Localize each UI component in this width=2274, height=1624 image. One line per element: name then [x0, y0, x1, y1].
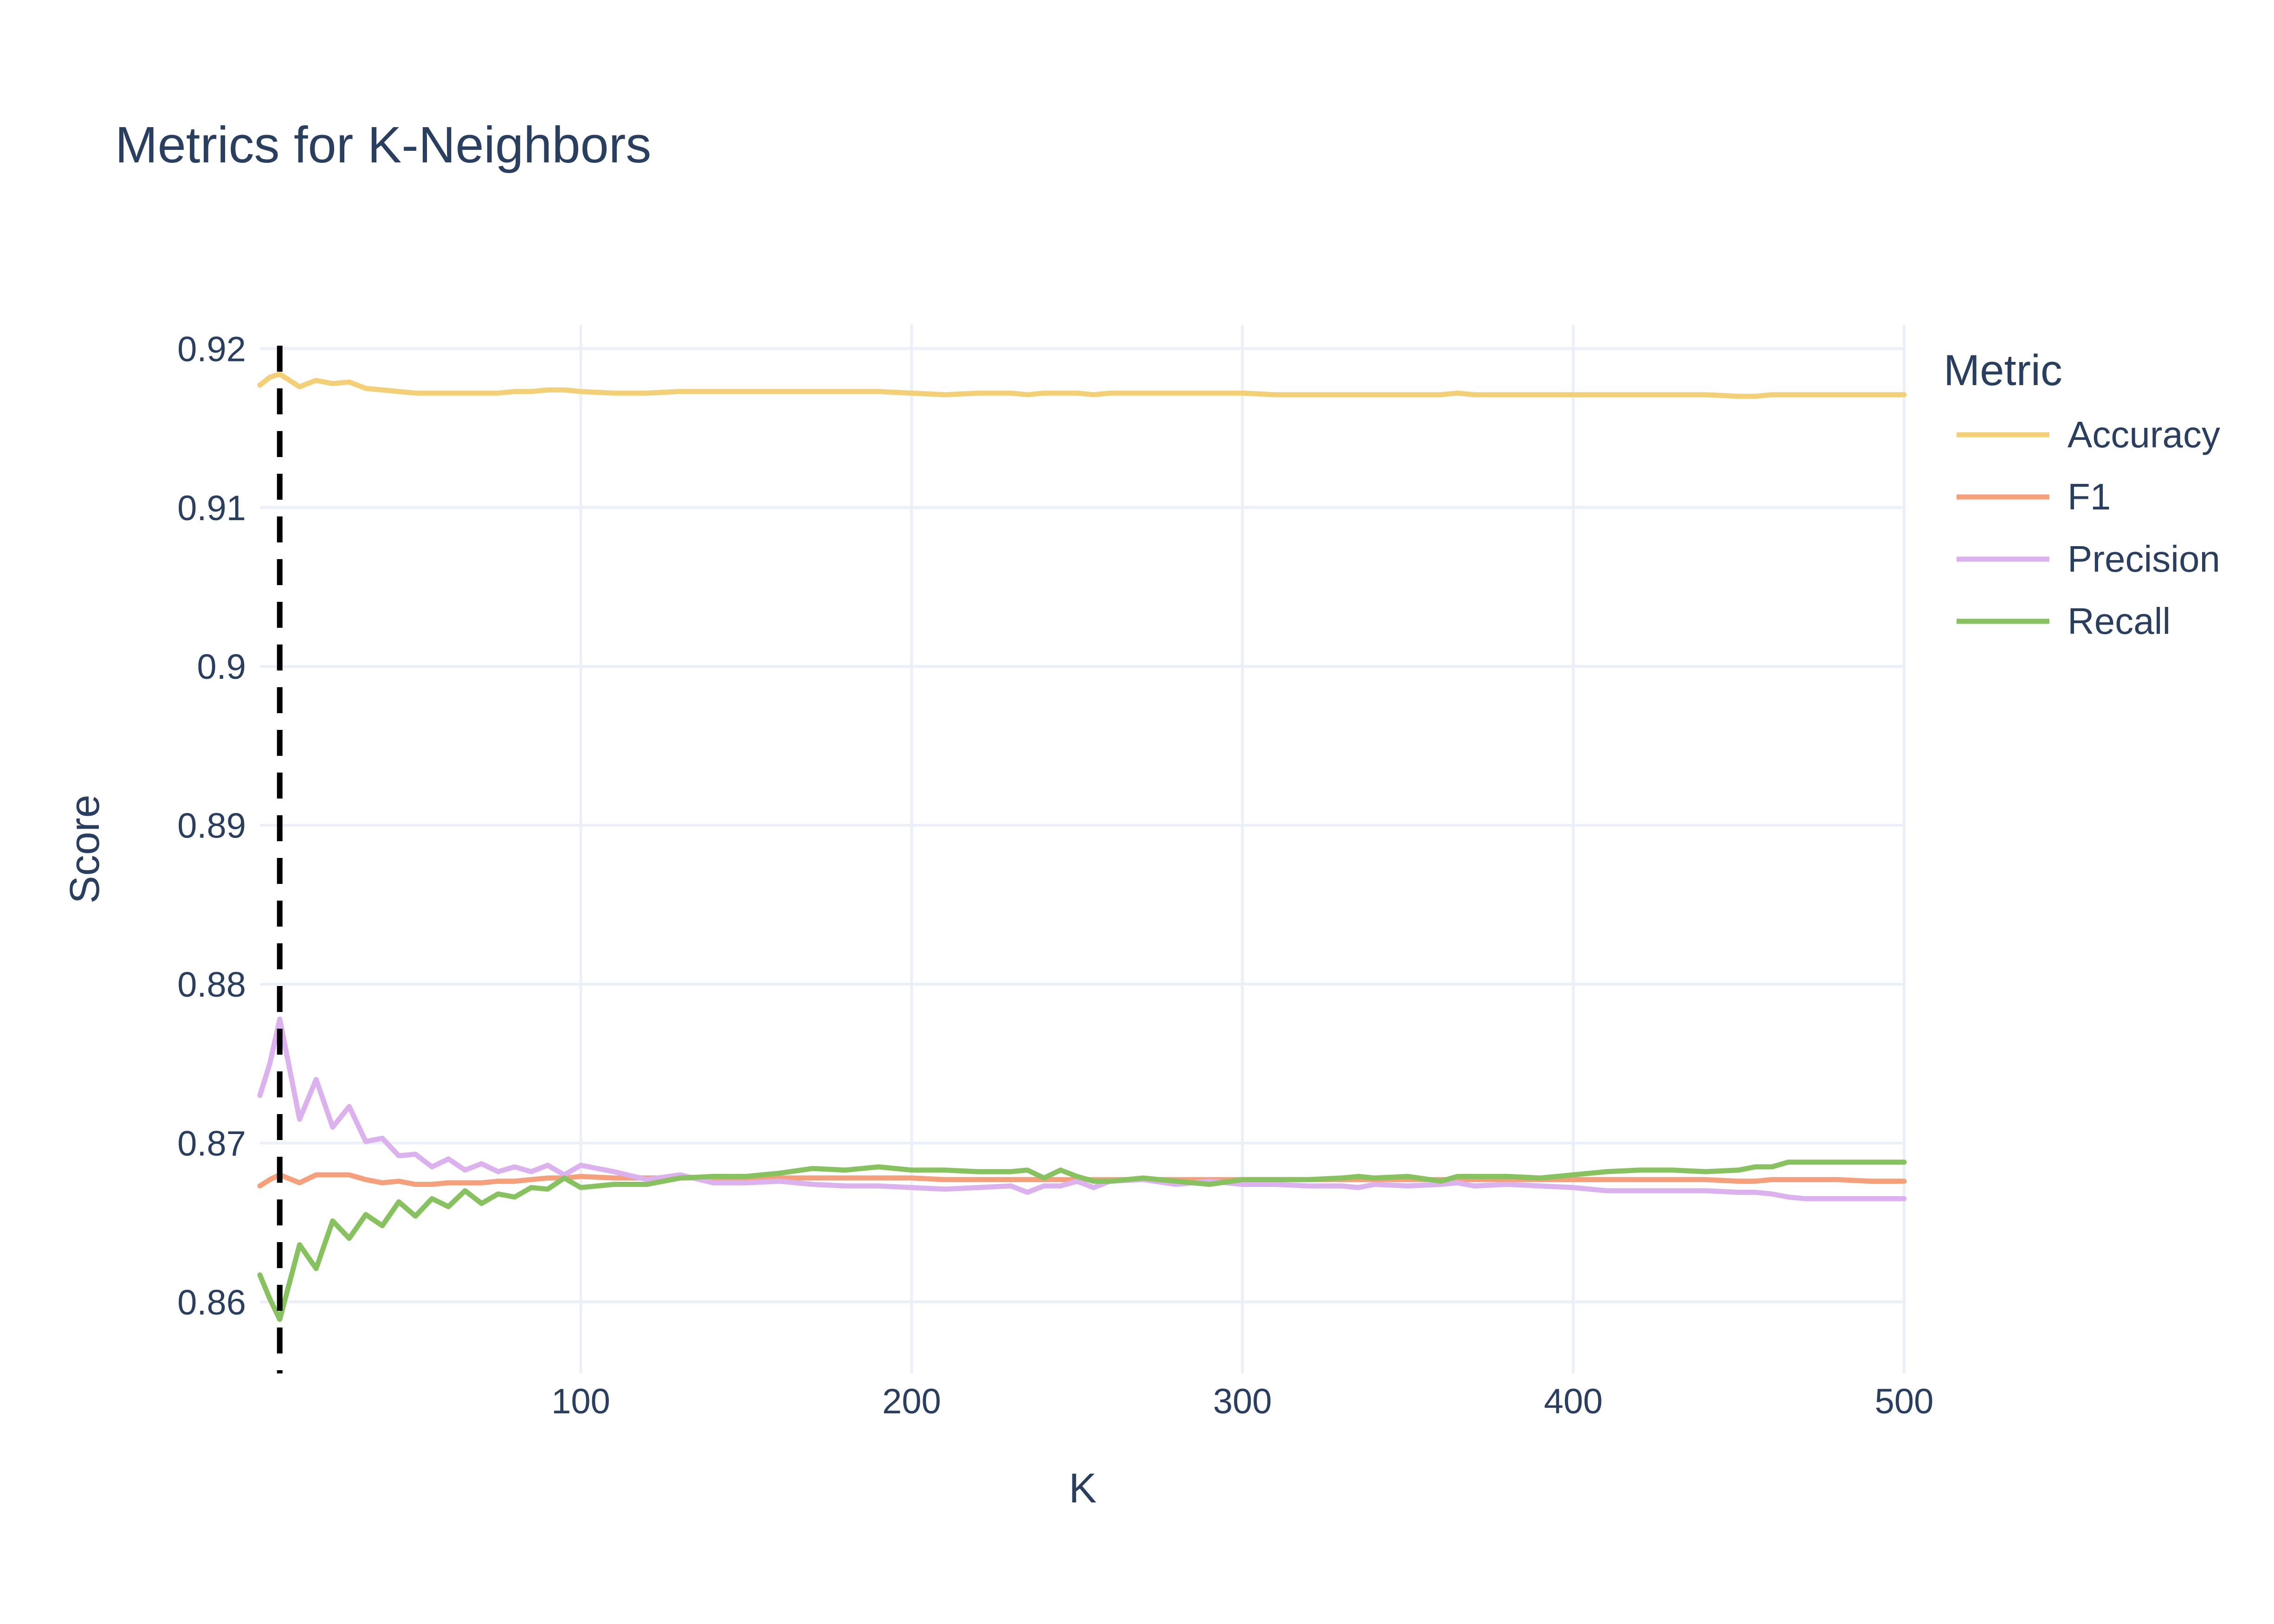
x-axis-title: K	[1069, 1465, 1097, 1512]
y-tick-label: 0.92	[177, 329, 246, 369]
y-tick-label: 0.88	[177, 965, 246, 1005]
legend-label-accuracy: Accuracy	[2067, 414, 2220, 455]
gridlines	[260, 325, 1906, 1373]
legend: Metric Accuracy F1 Precision Recall	[1944, 346, 2220, 642]
y-tick-label: 0.91	[177, 489, 246, 528]
y-tick-label: 0.87	[177, 1124, 246, 1163]
series-line-precision	[257, 1016, 1907, 1201]
x-tick-label: 200	[882, 1382, 941, 1421]
legend-label-precision: Precision	[2067, 538, 2220, 580]
x-tick-label: 300	[1213, 1382, 1272, 1421]
y-axis-ticks: 0.86 0.87 0.88 0.89 0.9 0.91 0.92	[177, 329, 246, 1322]
legend-items: Accuracy F1 Precision Recall	[1957, 414, 2220, 642]
y-tick-label: 0.9	[197, 647, 246, 687]
plot-area	[257, 371, 1907, 1322]
x-tick-label: 400	[1544, 1382, 1603, 1421]
x-tick-label: 500	[1875, 1382, 1934, 1421]
series-line-f1	[257, 1172, 1907, 1189]
series-line-recall	[257, 1160, 1907, 1322]
chart-title: Metrics for K-Neighbors	[115, 116, 651, 174]
legend-title: Metric	[1944, 346, 2062, 394]
legend-label-recall: Recall	[2067, 600, 2171, 642]
legend-label-f1: F1	[2067, 476, 2111, 517]
x-tick-label: 100	[551, 1382, 610, 1421]
y-tick-label: 0.86	[177, 1283, 246, 1322]
y-axis-title: Score	[62, 794, 108, 903]
y-tick-label: 0.89	[177, 806, 246, 846]
series-line-accuracy	[257, 371, 1907, 399]
x-axis-ticks: 100 200 300 400 500	[551, 1382, 1933, 1421]
